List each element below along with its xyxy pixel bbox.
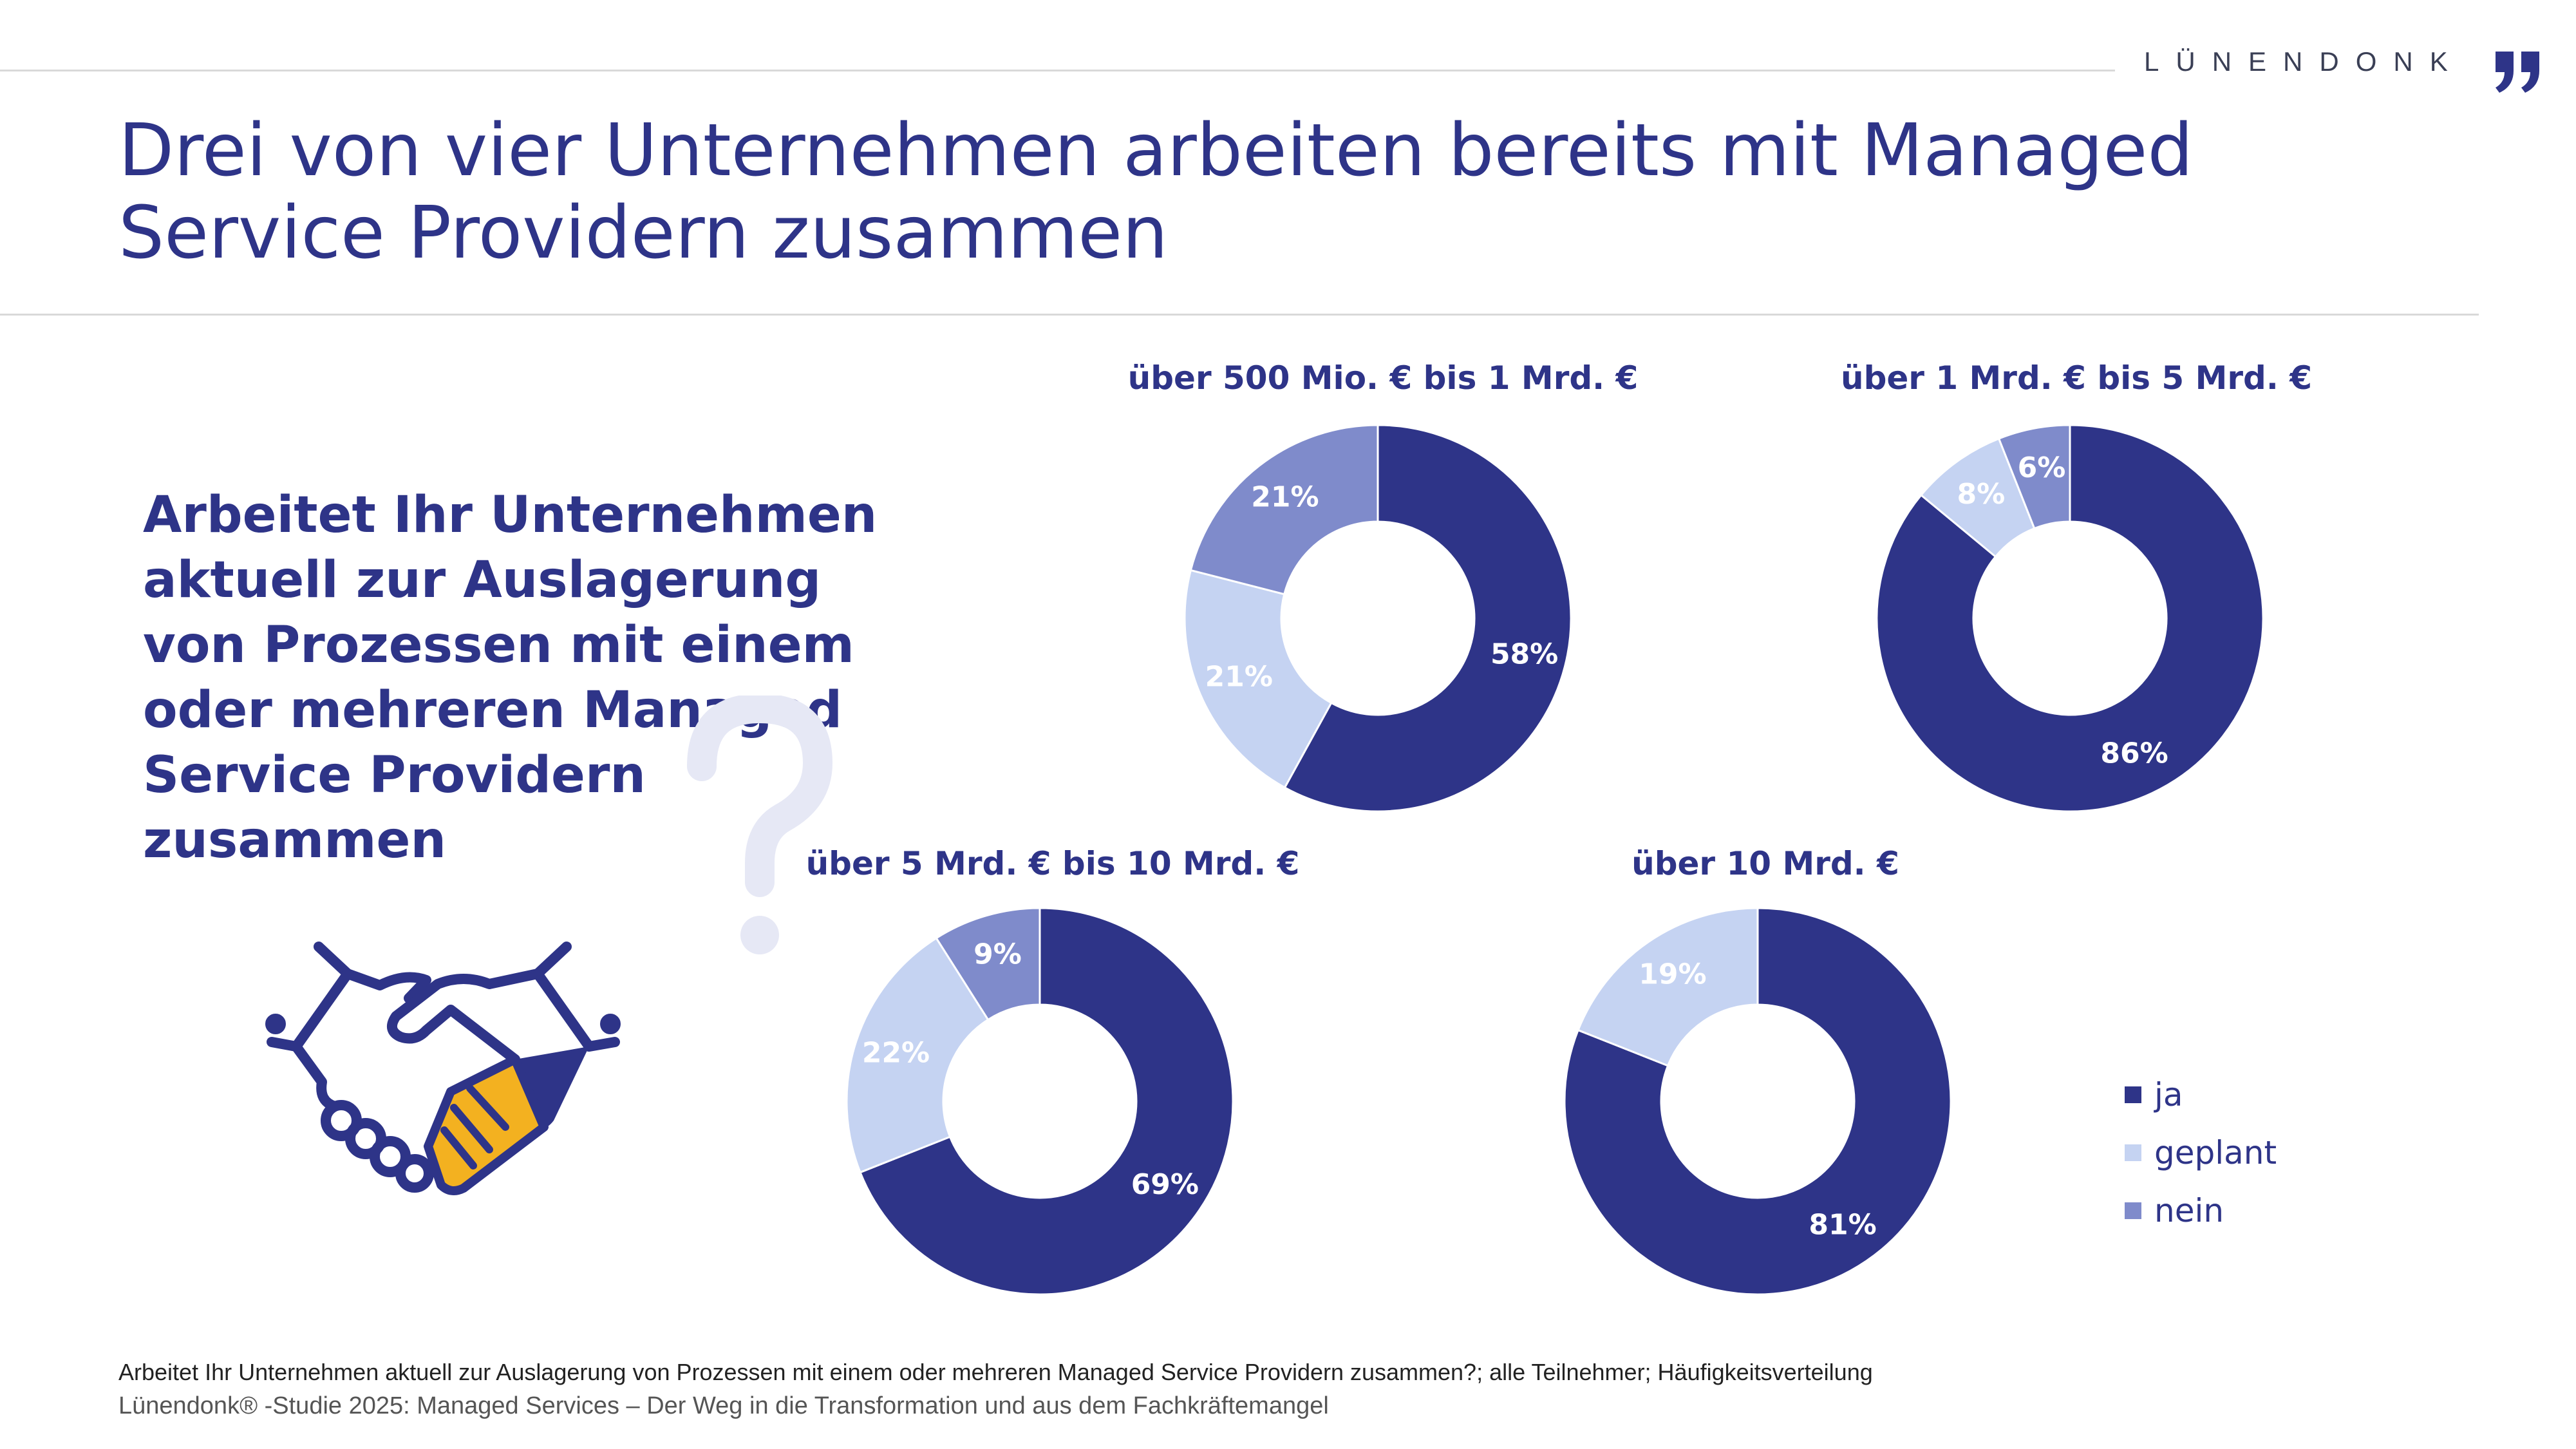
slice-geplant [1577, 907, 1759, 1067]
slice-label-ja: 86% [2100, 737, 2168, 770]
footnote: Arbeitet Ihr Unternehmen aktuell zur Aus… [118, 1359, 1873, 1385]
slice-nein [1189, 424, 1379, 596]
chart-title-3: über 10 Mrd. € [1631, 845, 1899, 882]
slice-ja [859, 907, 1234, 1296]
legend-item-geplant: geplant [2125, 1124, 2277, 1182]
header-rule [0, 70, 2115, 71]
legend-swatch-ja [2125, 1086, 2141, 1103]
page-title: Drei von vier Unternehmen arbeiten berei… [118, 109, 2194, 275]
legend-item-nein: nein [2125, 1182, 2277, 1240]
legend-swatch-geplant [2125, 1144, 2141, 1161]
slice-label-geplant: 8% [1957, 478, 2006, 511]
donut-chart-3: 81% 19% [1563, 907, 1952, 1296]
legend-label: geplant [2154, 1134, 2277, 1171]
slice-label-nein: 6% [2018, 451, 2066, 484]
legend-label: nein [2154, 1192, 2224, 1229]
handshake-icon [265, 942, 621, 1195]
slice-label-ja: 69% [1131, 1168, 1199, 1201]
slice-ja [1876, 424, 2264, 813]
brand-logo-text: LÜNENDONK [2144, 46, 2465, 77]
legend-swatch-nein [2125, 1202, 2141, 1219]
slice-nein [1997, 424, 2071, 530]
slice-label-ja: 58% [1490, 638, 1558, 670]
chart-title-2: über 5 Mrd. € bis 10 Mrd. € [805, 845, 1300, 882]
slice-label-geplant: 21% [1205, 660, 1273, 693]
chart-title-1: über 1 Mrd. € bis 5 Mrd. € [1840, 359, 2313, 397]
survey-question: Arbeitet Ihr Unternehmen aktuell zur Aus… [143, 486, 878, 869]
legend-item-ja: ja [2125, 1066, 2277, 1124]
source-note: Lünendonk® -Studie 2025: Managed Service… [118, 1392, 1329, 1419]
slice-geplant [845, 936, 990, 1174]
legend: ja geplant nein [2125, 1066, 2277, 1240]
legend-label: ja [2154, 1076, 2183, 1113]
donut-chart-0: 58% 21% 21% [1183, 424, 1572, 813]
slice-ja [1283, 424, 1572, 813]
donut-chart-1: 86% 8% 6% [1876, 424, 2264, 813]
slice-label-ja: 81% [1809, 1208, 1876, 1241]
title-rule [0, 314, 2479, 316]
slice-label-nein: 21% [1251, 480, 1319, 513]
slice-nein [935, 907, 1041, 1021]
question-mark-icon [687, 696, 833, 954]
slice-label-geplant: 19% [1639, 958, 1706, 991]
donut-chart-2: 69% 22% 9% [845, 907, 1234, 1296]
slice-ja [1563, 907, 1952, 1296]
slice-geplant [1183, 569, 1333, 789]
slice-label-nein: 9% [973, 938, 1022, 971]
quote-mark-icon [2496, 52, 2539, 93]
chart-title-0: über 500 Mio. € bis 1 Mrd. € [1127, 359, 1639, 397]
slice-label-geplant: 22% [862, 1036, 930, 1069]
